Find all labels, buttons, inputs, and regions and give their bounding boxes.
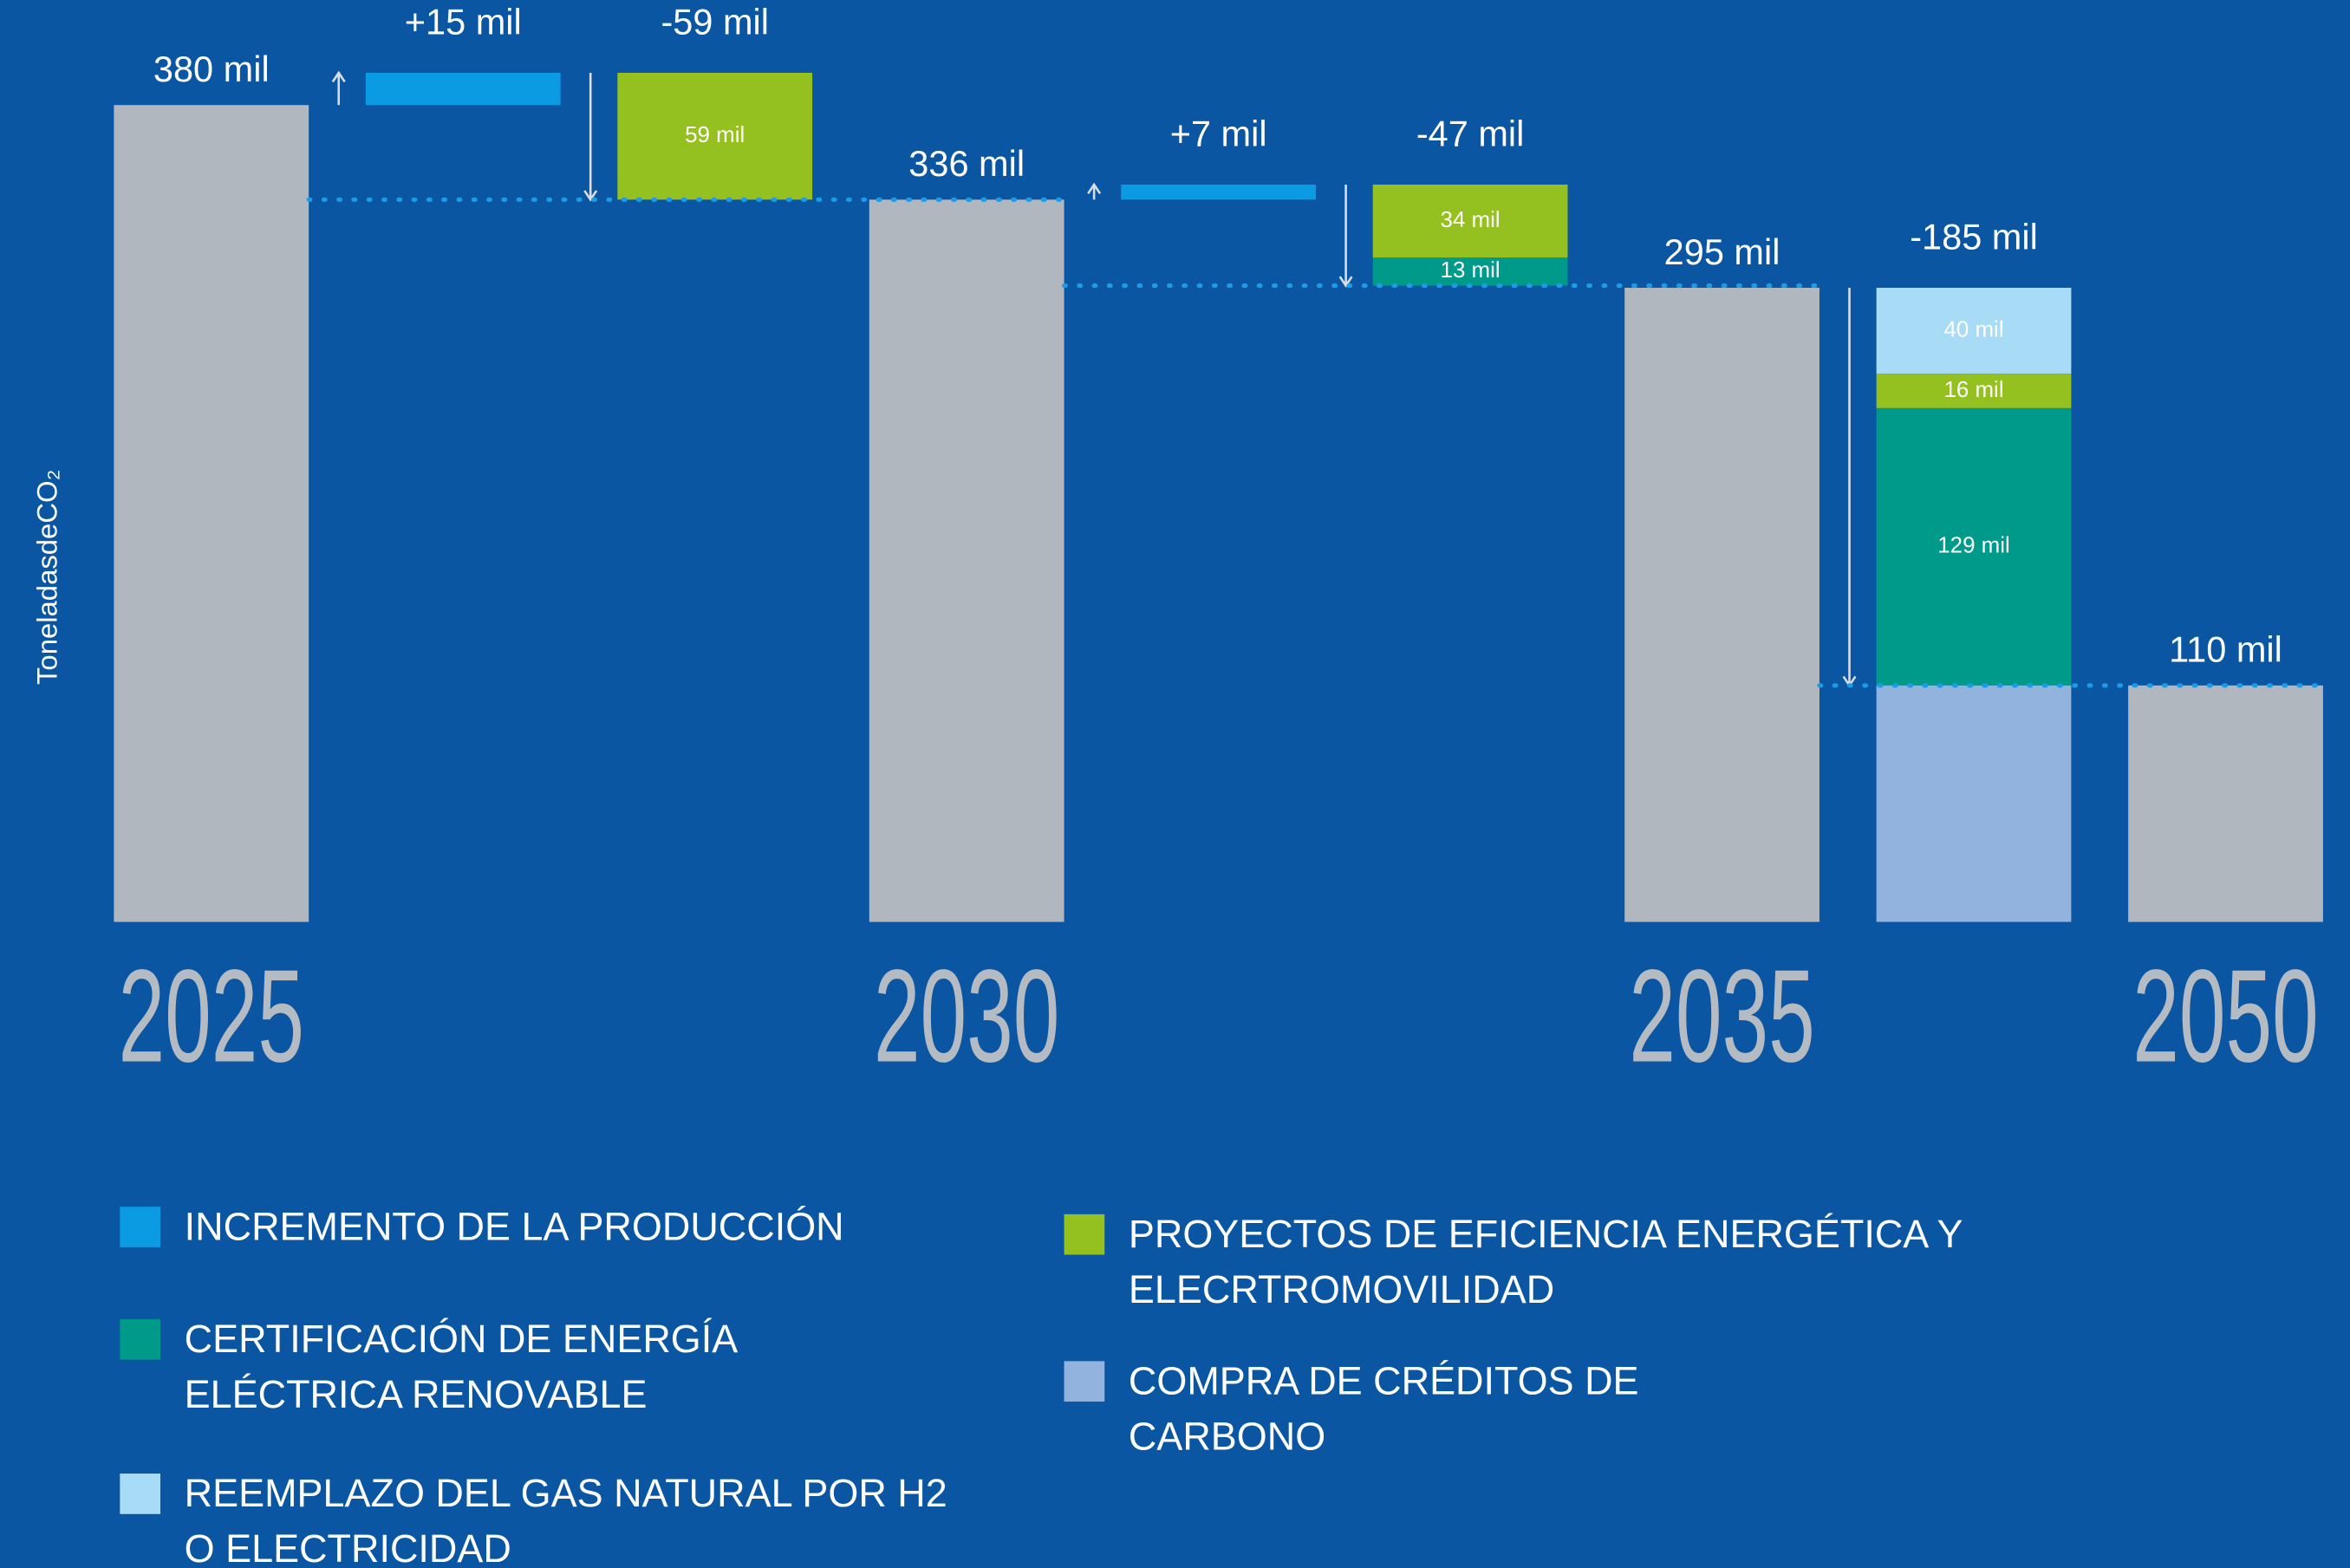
arrow-head <box>583 190 598 202</box>
legend-item: COMPRA DE CRÉDITOS DE CARBONO <box>1064 1354 1694 1465</box>
legend-label: REEMPLAZO DEL GAS NATURAL POR H2 O ELECT… <box>184 1470 947 1568</box>
chart: ToneladasdeCO₂ 380 mil 2025 +15 mil 59 mil -… <box>31 2 2326 1090</box>
value-label: +15 mil <box>405 2 522 42</box>
value-label: 110 mil <box>2169 629 2282 670</box>
x-tick-label: 2030 <box>874 942 1059 1090</box>
total-bar <box>1624 288 1819 922</box>
value-label: -59 mil <box>661 2 769 42</box>
total-bar <box>869 199 1064 922</box>
legend-item: CERTIFICACIÓN DE ENERGÍA ELÉCTRICA RENOV… <box>120 1311 869 1422</box>
legend-label: INCREMENTO DE LA PRODUCCIÓN <box>184 1203 844 1249</box>
total-bar <box>114 105 309 922</box>
value-label: 336 mil <box>908 143 1025 184</box>
segment <box>1876 685 2072 922</box>
legend-swatch <box>1064 1213 1105 1255</box>
legend-item: INCREMENTO DE LA PRODUCCIÓN <box>120 1200 869 1255</box>
segment-label: 16 mil <box>1943 378 2003 402</box>
segment-label: 59 mil <box>685 123 745 147</box>
x-tick-label: 2025 <box>119 942 304 1090</box>
value-label: 380 mil <box>153 49 270 89</box>
segment-label: 34 mil <box>1441 208 1500 232</box>
segment <box>1372 184 1568 258</box>
legend-swatch <box>120 1318 160 1360</box>
segment <box>1121 184 1317 200</box>
arrow-head <box>1087 182 1102 195</box>
value-label: 295 mil <box>1664 231 1780 272</box>
segment <box>1876 407 2072 686</box>
total-bar <box>2128 685 2323 922</box>
arrow-head <box>1338 276 1353 288</box>
legend-label: COMPRA DE CRÉDITOS DE CARBONO <box>1128 1357 1639 1459</box>
segment <box>1876 374 2072 408</box>
segment <box>1372 257 1568 286</box>
segment <box>365 72 561 106</box>
segment-label: 13 mil <box>1441 258 1500 283</box>
legend-swatch <box>120 1474 160 1514</box>
y-axis-label: ToneladasdeCO₂ <box>31 470 63 685</box>
x-tick-label: 2050 <box>2132 942 2318 1090</box>
segment <box>617 72 813 200</box>
segment <box>1876 288 2072 374</box>
segment-label: 40 mil <box>1943 317 2003 342</box>
segment-label: 129 mil <box>1937 534 2010 558</box>
legend-label: CERTIFICACIÓN DE ENERGÍA ELÉCTRICA RENOV… <box>184 1316 736 1417</box>
value-label: -47 mil <box>1416 114 1525 154</box>
x-tick-label: 2035 <box>1629 942 1814 1090</box>
value-label: -185 mil <box>1910 217 2038 257</box>
legend-item: PROYECTOS DE EFICIENCIA ENERGÉTICA Y ELE… <box>1064 1207 1994 1318</box>
legend-item: REEMPLAZO DEL GAS NATURAL POR H2 O ELECT… <box>120 1466 959 1568</box>
legend-swatch <box>120 1207 160 1247</box>
value-label: +7 mil <box>1170 114 1267 154</box>
legend-label: PROYECTOS DE EFICIENCIA ENERGÉTICA Y ELE… <box>1128 1211 1963 1312</box>
legend-swatch <box>1064 1361 1105 1402</box>
arrow-head <box>331 70 346 83</box>
